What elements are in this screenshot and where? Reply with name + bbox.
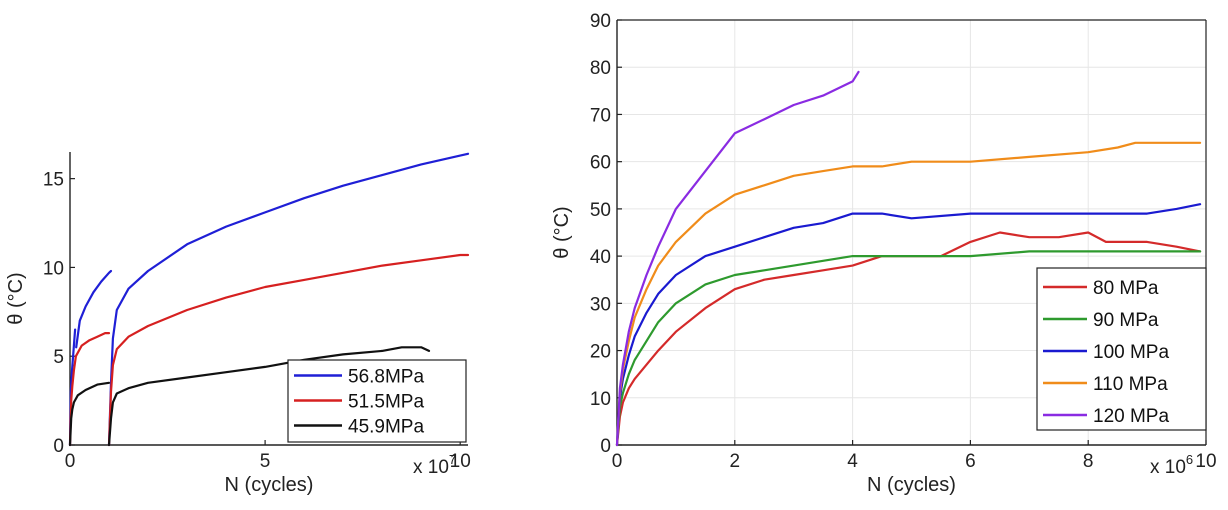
x-axis-multiplier-base: x 10 — [413, 457, 449, 478]
x-axis-multiplier: x 107 — [413, 452, 456, 478]
series-line-56.8mpa — [75, 269, 113, 349]
legend-label: 51.5MPa — [348, 392, 424, 413]
y-axis-label: θ (°C) — [551, 206, 573, 258]
x-axis-multiplier-base: x 10 — [1150, 457, 1186, 478]
y-tick-label: 0 — [53, 436, 64, 457]
y-tick-label: 90 — [590, 11, 611, 32]
left-chart: 0 5 10 0 5 10 15 N (cycles) θ (°C) x 107 56.8MPa 51… — [5, 152, 471, 496]
legend-label: 45.9MPa — [348, 417, 424, 438]
legend-label: 56.8MPa — [348, 367, 424, 388]
y-tick-label: 10 — [590, 389, 611, 410]
series-line-80mpa — [615, 231, 1202, 447]
y-axis-label: θ (°C) — [5, 272, 27, 324]
right-chart: 0 2 4 6 8 10 0 10 20 30 40 50 60 70 80 90 N (cycles) θ (°… — [551, 11, 1217, 496]
legend-label: 80 MPa — [1093, 278, 1159, 299]
x-axis-multiplier-exponent: 6 — [1186, 452, 1193, 467]
series-line-45.9mpa — [68, 381, 111, 447]
series-line-110mpa — [615, 141, 1202, 447]
series-line-45.9mpa — [107, 346, 431, 447]
series-line-100mpa — [615, 203, 1202, 447]
legend-label: 90 MPa — [1093, 310, 1159, 331]
series-line-51.5mpa — [107, 253, 470, 447]
legend-box — [1036, 267, 1207, 431]
x-tick-label: 2 — [730, 451, 741, 472]
x-axis-label: N (cycles) — [225, 474, 314, 496]
x-axis-multiplier-exponent: 7 — [449, 452, 456, 467]
y-tick-label: 0 — [600, 436, 611, 457]
legend-label: 100 MPa — [1093, 342, 1169, 363]
y-tick-label: 80 — [590, 58, 611, 79]
y-tick-label: 20 — [590, 342, 611, 363]
x-tick-label: 8 — [1083, 451, 1094, 472]
series-line-120mpa — [615, 70, 860, 447]
y-tick-label: 30 — [590, 294, 611, 315]
y-tick-label: 40 — [590, 247, 611, 268]
x-tick-label: 6 — [965, 451, 976, 472]
x-axis-multiplier: x 106 — [1150, 452, 1193, 478]
x-tick-label: 10 — [1195, 451, 1216, 472]
series-line-51.5mpa — [68, 332, 111, 447]
y-tick-label: 50 — [590, 200, 611, 221]
y-tick-label: 5 — [53, 347, 64, 368]
series-line-56.8mpa — [107, 152, 470, 447]
legend-label: 110 MPa — [1093, 374, 1168, 395]
x-axis-label: N (cycles) — [867, 474, 956, 496]
legend-label: 120 MPa — [1093, 406, 1169, 427]
x-tick-label: 5 — [260, 451, 271, 472]
y-tick-label: 10 — [43, 258, 64, 279]
x-tick-label: 10 — [450, 451, 471, 472]
x-tick-label: 0 — [612, 451, 623, 472]
y-tick-label: 15 — [43, 170, 64, 191]
y-tick-label: 70 — [590, 105, 611, 126]
series-line-90mpa — [615, 250, 1202, 447]
x-tick-label: 4 — [847, 451, 858, 472]
x-tick-label: 0 — [65, 451, 76, 472]
y-tick-label: 60 — [590, 153, 611, 174]
